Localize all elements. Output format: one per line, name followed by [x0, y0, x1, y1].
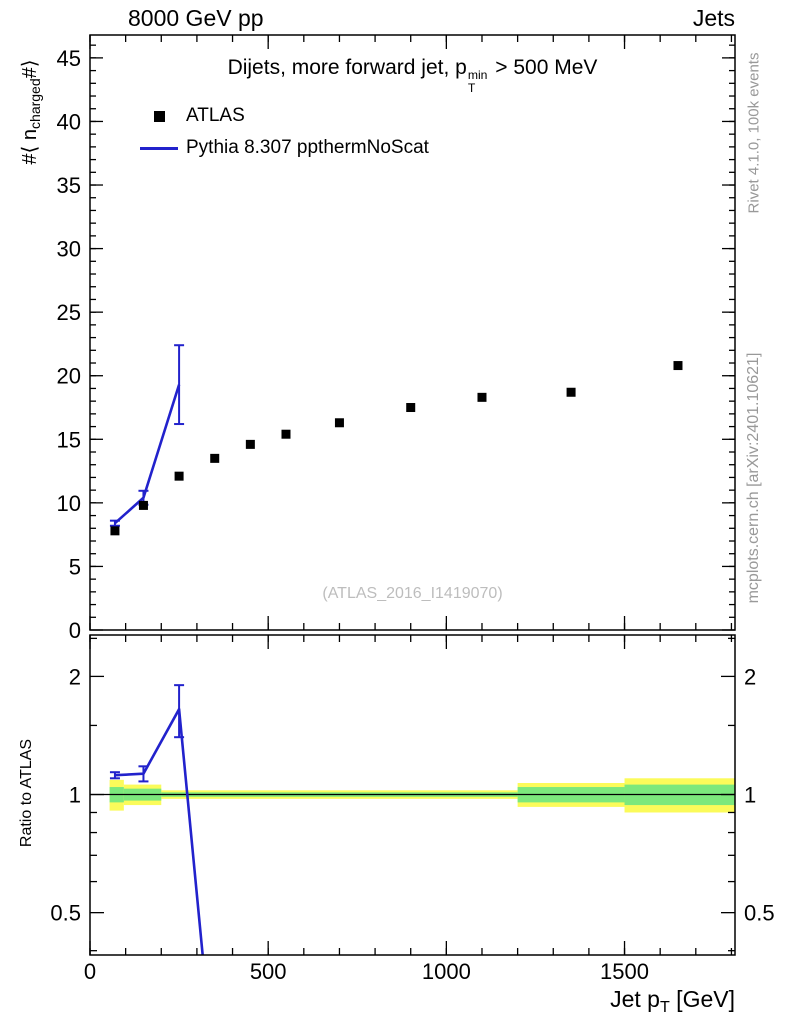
analysis-watermark: (ATLAS_2016_I1419070)	[322, 585, 503, 602]
main-y-label-sub: charged	[27, 78, 44, 129]
beam-energy-label: 8000 GeV pp	[128, 5, 264, 31]
svg-text:1500: 1500	[600, 959, 649, 984]
legend-label-atlas: ATLAS	[186, 105, 245, 126]
svg-text:2: 2	[744, 664, 756, 689]
svg-text:1000: 1000	[422, 959, 471, 984]
mcplots-arxiv-note: mcplots.cern.ch [arXiv:2401.10621]	[745, 352, 762, 604]
main-y-label-prefix: #⟨ n	[18, 128, 41, 165]
legend-item-pythia: Pythia 8.307 ppthermNoScat	[136, 132, 429, 164]
svg-text:15: 15	[57, 427, 81, 452]
plot-title-prefix: Dijets, more forward jet, p	[227, 56, 467, 79]
svg-text:1: 1	[744, 783, 756, 808]
svg-text:45: 45	[57, 46, 81, 71]
x-label-sub: T	[659, 997, 670, 1016]
svg-text:30: 30	[57, 237, 81, 262]
square-marker-icon	[153, 110, 165, 122]
ratio-y-axis-label: Ratio to ATLAS	[18, 738, 35, 848]
svg-text:2: 2	[69, 664, 81, 689]
legend: ATLAS Pythia 8.307 ppthermNoScat	[136, 100, 429, 164]
plot-title-suffix: > 500 MeV	[489, 56, 598, 79]
svg-text:0.5: 0.5	[50, 901, 81, 926]
pt-min-stack: min T	[467, 68, 488, 95]
pt-min-superscript: min	[467, 68, 488, 83]
svg-text:20: 20	[57, 364, 81, 389]
x-label-suffix: [GeV]	[669, 986, 735, 1012]
svg-text:5: 5	[69, 554, 81, 579]
main-y-label-suffix: #⟩	[18, 59, 41, 79]
legend-label-pythia: Pythia 8.307 ppthermNoScat	[186, 137, 429, 158]
svg-text:0.5: 0.5	[744, 901, 775, 926]
observable-group-label: Jets	[692, 5, 735, 31]
x-label-prefix: Jet p	[610, 986, 660, 1012]
svg-text:1: 1	[69, 783, 81, 808]
main-y-axis-label: #⟨ ncharged#⟩	[17, 59, 43, 164]
pt-subscript: T	[467, 80, 476, 95]
plot-title: Dijets, more forward jet, p min T > 500 Me…	[90, 56, 735, 94]
line-marker-icon	[140, 146, 178, 150]
svg-text:0: 0	[69, 618, 81, 643]
svg-text:35: 35	[57, 173, 81, 198]
legend-item-atlas: ATLAS	[136, 100, 429, 132]
pythia-swatch	[136, 146, 182, 150]
svg-text:25: 25	[57, 300, 81, 325]
svg-text:40: 40	[57, 109, 81, 134]
atlas-swatch	[136, 110, 182, 122]
svg-text:0: 0	[84, 959, 96, 984]
svg-text:500: 500	[250, 959, 287, 984]
svg-text:10: 10	[57, 491, 81, 516]
x-axis-label: Jet pT [GeV]	[610, 986, 735, 1017]
rivet-version-note: Rivet 4.1.0, 100k events	[745, 52, 763, 214]
